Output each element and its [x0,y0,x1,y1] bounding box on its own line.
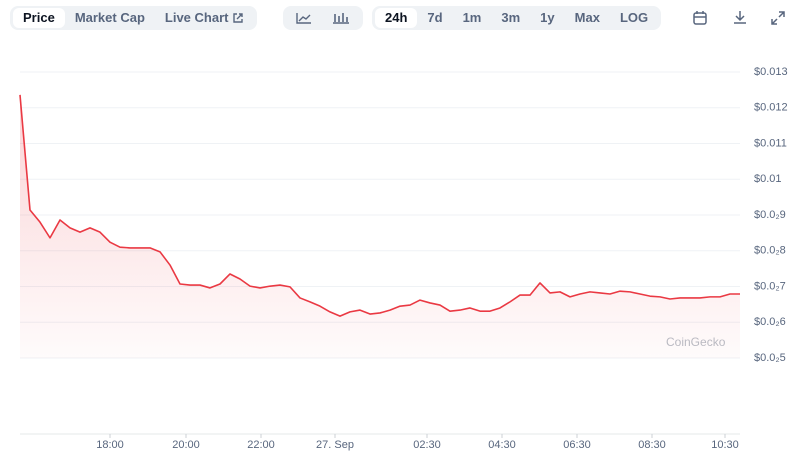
range[interactable]: LOG [619,10,649,25]
price-line [19,94,740,317]
x-tick-label: 18:00 [96,439,124,451]
y-tick-label: $0.0₂8 [754,245,786,257]
x-tick-label: 10:30 [711,439,739,451]
y-tick-label: $0.012 [754,102,788,114]
y-tick-label: $0.0₂5 [754,352,786,364]
line-icon[interactable] [286,8,322,28]
y-tick-label: $0.011 [754,137,787,149]
external-icon [233,13,244,23]
x-tick-label: 27. Sep [316,439,354,451]
calendar-icon[interactable] [690,8,710,28]
expand-icon[interactable] [768,8,788,28]
x-tick-label: 20:00 [172,439,200,451]
x-tick-label: 22:00 [247,439,275,451]
tab-label: Live Chart [164,10,229,25]
y-tick-label: $0.013 [754,66,788,78]
x-tick-label: 04:30 [488,439,516,451]
y-tick-label: $0.01 [754,173,782,185]
tab[interactable]: Live Chart [155,8,255,28]
y-tick-label: $0.0₂6 [754,316,786,328]
x-tick-label: 06:30 [563,439,591,451]
tab[interactable]: Price [13,8,65,28]
candle-icon[interactable] [322,8,358,28]
x-tick-label: 08:30 [638,439,666,451]
y-tick-label: $0.0₂9 [754,209,786,221]
area [20,94,740,358]
tab-group: Price Market Cap Live Chart [10,6,258,30]
range[interactable]: Max [574,10,600,25]
range[interactable]: 1m [462,10,482,25]
range[interactable]: 3m [501,10,521,25]
chart: $0.013 $0.012 $0.011 $0.01 $0.0₂9 $0.0₂8 $0.0₂… [19,66,788,451]
tab[interactable]: Market Cap [74,10,145,25]
range-group: 24h 7d 1m 3m 1y Max LOG [372,6,662,30]
range[interactable]: 1y [540,10,555,25]
range[interactable]: 7d [427,10,443,25]
range[interactable]: 24h [375,8,418,28]
x-tick-label: 02:30 [413,439,441,451]
chart-type-group [283,6,363,30]
y-tick-label: $0.0₂7 [754,280,786,292]
download-icon[interactable] [730,8,750,28]
